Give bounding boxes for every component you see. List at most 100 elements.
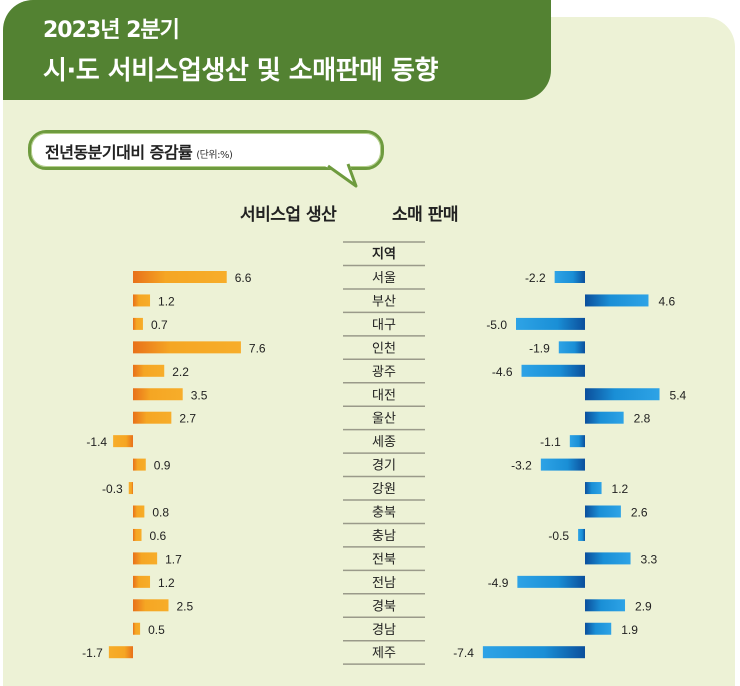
service-value-label: 0.5 xyxy=(148,623,165,637)
unit-label: (단위:%) xyxy=(196,150,233,161)
retail-value-label: -1.9 xyxy=(529,341,550,355)
chart-subtitle: 전년동분기대비 증감률 xyxy=(45,143,193,162)
service-bar xyxy=(133,271,227,283)
region-label: 전남 xyxy=(372,576,396,591)
retail-bar xyxy=(585,388,660,401)
service-bar xyxy=(133,341,241,354)
region-label: 경기 xyxy=(372,459,396,474)
region-label: 충남 xyxy=(372,529,396,544)
speech-bubble: 전년동분기대비 증감률 (단위:%) xyxy=(28,130,384,170)
region-label: 경북 xyxy=(372,599,396,614)
region-label: 제주 xyxy=(372,646,396,661)
retail-bar xyxy=(585,599,626,612)
table-row: 전남 1.2 -4.9 xyxy=(133,575,585,591)
retail-value-label: 5.4 xyxy=(670,388,687,402)
retail-value-label: 2.8 xyxy=(634,412,651,426)
retail-bar xyxy=(585,294,649,307)
region-label: 충북 xyxy=(372,506,396,521)
service-value-label: 2.2 xyxy=(172,365,189,379)
service-value-label: -1.4 xyxy=(86,435,107,449)
retail-value-label: -0.5 xyxy=(548,529,569,543)
retail-bar xyxy=(585,482,602,495)
service-bar xyxy=(133,294,151,307)
table-row: 울산 2.7 2.8 xyxy=(133,411,651,427)
service-bar xyxy=(133,411,172,424)
retail-bar xyxy=(558,341,585,354)
retail-value-label: -2.2 xyxy=(525,271,546,285)
retail-bar xyxy=(585,552,631,565)
region-label: 경남 xyxy=(372,623,396,638)
retail-value-label: -5.0 xyxy=(486,318,507,332)
region-label: 서울 xyxy=(372,271,396,286)
service-bar xyxy=(133,575,151,588)
service-bar xyxy=(133,458,146,471)
service-value-label: 0.6 xyxy=(150,529,167,543)
retail-bar xyxy=(540,458,585,471)
legend-retail-sales: 소매 판매 xyxy=(392,205,458,225)
table-row: 대구 0.7 -5.0 xyxy=(133,317,585,333)
retail-value-label: 2.6 xyxy=(631,506,648,520)
region-label: 부산 xyxy=(372,294,396,309)
chart-card xyxy=(3,17,735,686)
service-value-label: 6.6 xyxy=(235,271,252,285)
retail-value-label: 1.2 xyxy=(612,482,629,496)
service-value-label: 1.7 xyxy=(165,552,182,566)
region-label: 인천 xyxy=(372,341,396,356)
service-value-label: 0.8 xyxy=(152,506,169,520)
service-bar xyxy=(133,552,158,565)
retail-value-label: 1.9 xyxy=(621,623,638,637)
bubble-tail-icon xyxy=(322,163,358,188)
table-row: 인천 7.6 -1.9 xyxy=(133,341,585,356)
retail-value-label: -4.6 xyxy=(492,365,513,379)
header-banner: 2023년 2분기 시·도 서비스업생산 및 소매판매 동향 xyxy=(3,0,551,100)
retail-value-label: -3.2 xyxy=(511,459,532,473)
service-value-label: -1.7 xyxy=(82,646,103,660)
service-value-label: 2.5 xyxy=(177,599,194,613)
retail-value-label: 4.6 xyxy=(658,294,675,308)
service-bar xyxy=(133,599,169,612)
retail-bar xyxy=(585,411,624,424)
retail-bar xyxy=(585,622,612,635)
region-label: 대구 xyxy=(372,318,396,333)
service-bar xyxy=(128,482,133,495)
retail-value-label: 2.9 xyxy=(635,599,652,613)
service-bar xyxy=(133,505,145,518)
table-row: 경남 0.5 1.9 xyxy=(133,622,638,638)
region-label: 전북 xyxy=(372,552,396,567)
retail-value-label: 3.3 xyxy=(641,552,658,566)
region-column-header: 지역 xyxy=(372,246,396,262)
header-title: 시·도 서비스업생산 및 소매판매 동향 xyxy=(43,56,438,86)
service-bar xyxy=(113,435,133,448)
service-value-label: 7.6 xyxy=(249,341,266,355)
service-value-label: 1.2 xyxy=(158,294,175,308)
retail-bar xyxy=(554,271,585,283)
retail-bar xyxy=(521,364,585,377)
service-bar xyxy=(133,317,143,330)
retail-bar xyxy=(585,505,621,518)
table-row: 경북 2.5 2.9 xyxy=(133,599,652,614)
region-label: 울산 xyxy=(372,412,396,427)
retail-bar xyxy=(517,575,585,588)
header-period: 2023년 2분기 xyxy=(43,18,180,43)
service-value-label: 0.9 xyxy=(154,459,171,473)
table-row: 충북 0.8 2.6 xyxy=(133,505,648,521)
table-row: 강원 -0.3 1.2 xyxy=(102,482,629,497)
service-value-label: 3.5 xyxy=(191,388,208,402)
region-label: 세종 xyxy=(372,435,396,450)
retail-bar xyxy=(569,435,585,448)
service-value-label: 1.2 xyxy=(158,576,175,590)
retail-bar xyxy=(482,646,585,659)
service-value-label: -0.3 xyxy=(102,482,123,496)
service-bar xyxy=(133,622,141,635)
table-row: 충남 0.6 -0.5 xyxy=(133,528,585,544)
table-row: 세종 -1.4 -1.1 xyxy=(86,435,585,450)
region-label: 강원 xyxy=(372,482,396,497)
legend-service-production: 서비스업 생산 xyxy=(240,205,337,225)
table-row: 전북 1.7 3.3 xyxy=(133,552,658,567)
retail-value-label: -7.4 xyxy=(453,646,474,660)
region-label: 대전 xyxy=(372,388,396,403)
service-value-label: 2.7 xyxy=(179,412,196,426)
region-label: 광주 xyxy=(372,365,396,380)
service-bar xyxy=(133,528,142,541)
